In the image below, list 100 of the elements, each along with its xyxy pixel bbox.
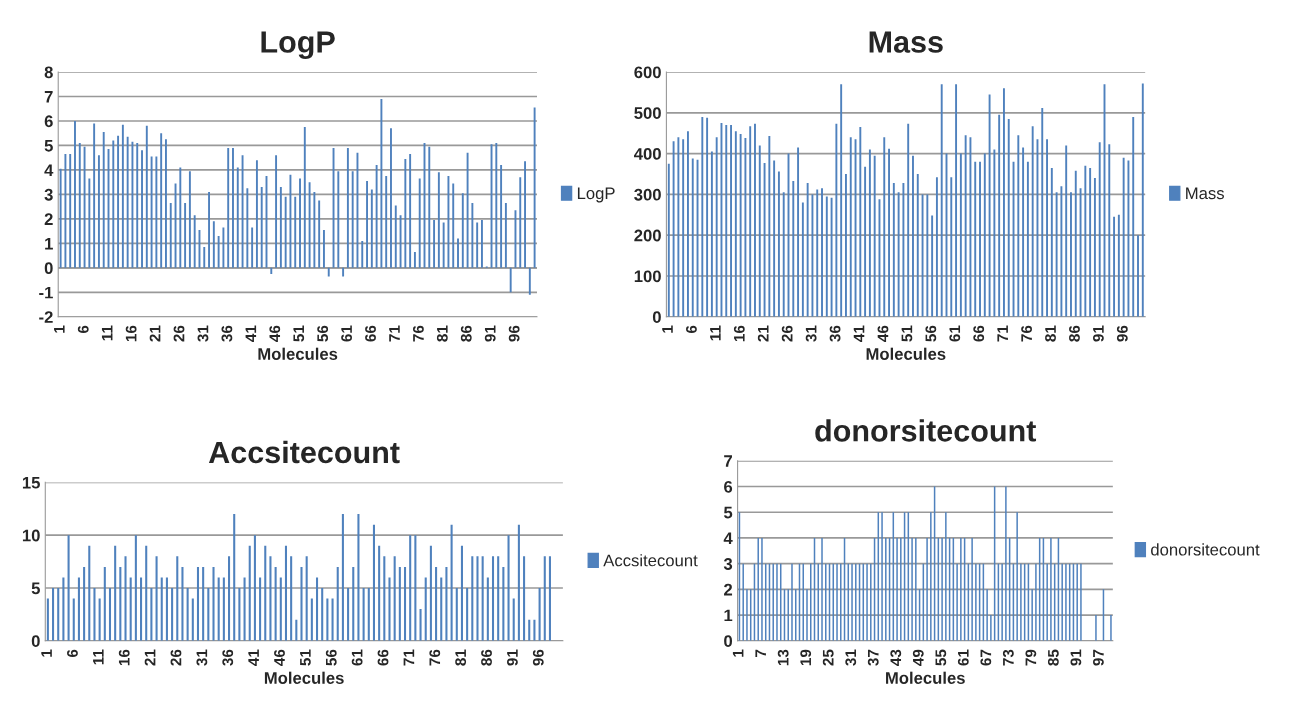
- x-tick-label: 7: [755, 649, 766, 657]
- bar: [502, 566, 505, 641]
- y-tick-label: 8: [44, 66, 53, 79]
- bar: [491, 556, 495, 641]
- x-tick-label: 11: [101, 325, 113, 341]
- x-tick-label: 11: [710, 325, 721, 341]
- bar: [290, 556, 293, 641]
- bar: [284, 545, 288, 641]
- bar: [398, 566, 401, 641]
- bar: [52, 588, 55, 641]
- x-tick-label: 71: [403, 649, 415, 666]
- bar: [460, 545, 463, 641]
- x-tick-label: 46: [877, 325, 889, 342]
- bar: [367, 588, 370, 641]
- bar: [196, 566, 200, 641]
- x-tick-label: 49: [912, 649, 924, 666]
- y-tick-label: 200: [634, 229, 661, 242]
- x-axis-title: Molecules: [258, 347, 338, 360]
- bar: [533, 619, 536, 641]
- bar: [352, 566, 355, 641]
- y-tick-label: 300: [634, 188, 661, 201]
- y-tick-label: 3: [723, 558, 733, 570]
- legend-label: Mass: [1186, 187, 1224, 200]
- bar: [388, 577, 391, 641]
- x-tick-label: 56: [325, 649, 337, 666]
- bar: [357, 514, 360, 641]
- bar: [315, 577, 319, 641]
- x-tick-label: 61: [341, 325, 352, 342]
- bar: [228, 556, 231, 641]
- bar: [46, 598, 49, 641]
- bar: [362, 588, 365, 641]
- bar: [67, 535, 70, 641]
- x-tick-label: 51: [293, 325, 305, 342]
- x-tick-label: 76: [412, 325, 424, 342]
- bar: [445, 566, 448, 641]
- x-tick-label: 43: [890, 649, 902, 666]
- y-tick-label: 0: [652, 311, 661, 323]
- bar: [305, 556, 308, 641]
- x-tick-label: 51: [901, 325, 913, 342]
- x-tick-label: 76: [1021, 325, 1032, 342]
- x-tick-label: 25: [822, 649, 834, 666]
- y-tick-label: 5: [723, 506, 733, 519]
- x-tick-label: 46: [274, 649, 285, 666]
- x-tick-label: 51: [300, 649, 311, 666]
- x-tick-label: 41: [248, 649, 259, 666]
- bar: [528, 619, 531, 641]
- x-tick-label: 31: [196, 649, 208, 666]
- bar: [538, 588, 541, 641]
- y-tick-label: 6: [724, 480, 733, 493]
- x-tick-label: 16: [118, 649, 130, 666]
- y-tick-label: 4: [723, 532, 733, 544]
- x-tick-label: 16: [733, 325, 745, 342]
- x-tick-label: 81: [455, 649, 467, 666]
- bar: [512, 598, 515, 641]
- bar: [269, 556, 272, 641]
- bar: [455, 588, 458, 641]
- bar: [466, 588, 469, 641]
- x-tick-label: 71: [997, 325, 1008, 342]
- y-tick-label: 1: [724, 609, 733, 622]
- bar: [409, 535, 412, 641]
- x-tick-label: 31: [805, 325, 817, 342]
- bar: [486, 577, 489, 641]
- bar: [274, 566, 277, 641]
- x-tick-label: 66: [377, 649, 389, 666]
- bar: [88, 545, 91, 641]
- bar: [523, 556, 526, 641]
- y-tick-label: 1: [45, 237, 53, 250]
- y-tick-label: 5: [31, 582, 40, 595]
- y-tick-label: 15: [22, 476, 40, 489]
- bar: [243, 577, 246, 641]
- bar: [517, 524, 520, 641]
- chart-title: Mass: [869, 31, 943, 53]
- bar: [222, 577, 225, 641]
- bar: [476, 556, 479, 641]
- bar: [124, 556, 127, 641]
- bar: [310, 598, 313, 641]
- x-tick-label: 21: [144, 649, 156, 666]
- x-tick-label: 96: [1116, 325, 1128, 342]
- bar: [160, 577, 163, 641]
- bar: [336, 566, 339, 641]
- x-tick-label: 56: [317, 325, 329, 342]
- bar: [372, 524, 375, 641]
- y-tick-label: 400: [634, 148, 661, 160]
- bar: [548, 556, 551, 641]
- bar: [77, 577, 80, 641]
- bar: [98, 598, 101, 641]
- x-tick-label: 16: [125, 325, 137, 342]
- bar: [114, 545, 117, 641]
- bar: [186, 588, 189, 641]
- y-tick-label: 4: [44, 164, 54, 176]
- bar: [83, 566, 86, 641]
- bar: [347, 588, 350, 641]
- bar: [279, 577, 282, 641]
- bar: [181, 566, 184, 641]
- x-tick-label: 73: [1002, 649, 1014, 666]
- bar: [440, 577, 443, 641]
- y-tick-label: -1: [39, 286, 53, 299]
- x-tick-label: 76: [429, 649, 441, 666]
- bar: [295, 619, 298, 641]
- bar: [450, 524, 453, 641]
